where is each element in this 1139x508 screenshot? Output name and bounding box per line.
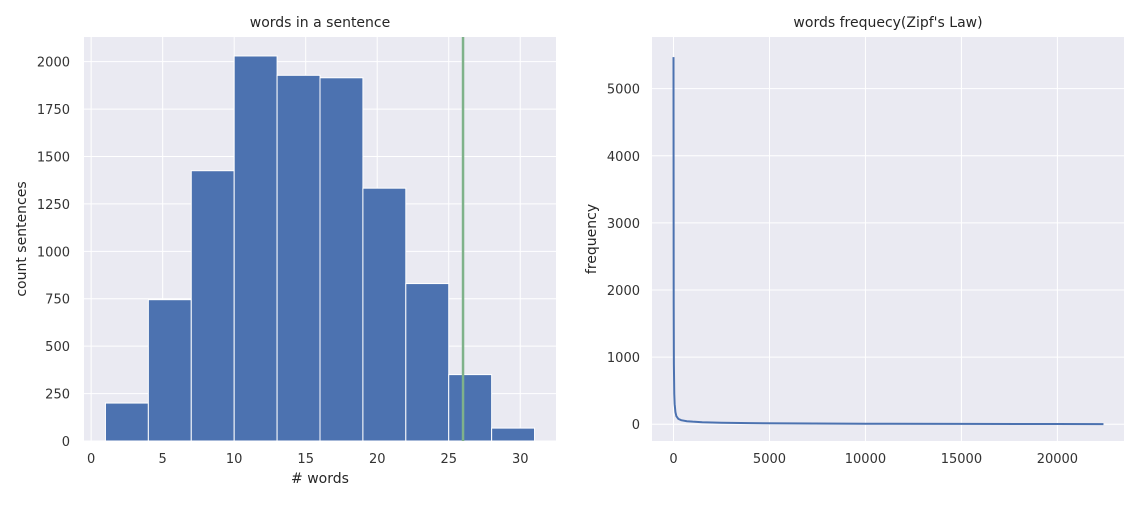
- x-tick-label: 5000: [753, 452, 786, 467]
- x-tick-label: 15: [297, 452, 314, 467]
- zipf-y-ticks: 0 1000 2000 3000 4000 5000: [607, 83, 640, 434]
- x-tick-label: 10000: [845, 452, 886, 467]
- zipf-gridlines: [652, 37, 1124, 441]
- zipf-title: words frequecy(Zipf's Law): [793, 15, 982, 31]
- histogram-x-ticks: 0 5 10 15 20 25 30: [87, 452, 529, 467]
- x-tick-label: 20000: [1037, 452, 1078, 467]
- histogram-bar: [448, 374, 493, 442]
- y-tick-label: 0: [62, 435, 70, 450]
- y-tick-label: 4000: [607, 150, 640, 165]
- histogram-bar: [319, 77, 364, 442]
- histogram-bar: [190, 170, 235, 442]
- x-tick-label: 20: [369, 452, 386, 467]
- y-tick-label: 750: [45, 293, 70, 308]
- histogram-bars: [104, 55, 536, 442]
- y-tick-label: 2000: [37, 56, 70, 71]
- zipf-x-ticks: 0 5000 10000 15000 20000: [669, 452, 1078, 467]
- histogram-bar: [362, 187, 407, 442]
- y-tick-label: 1000: [37, 245, 70, 260]
- zipf-plot-area: [652, 37, 1124, 441]
- histogram-bar: [104, 402, 149, 442]
- zipf-frequency-line: [672, 57, 1104, 426]
- x-tick-label: 0: [669, 452, 677, 467]
- histogram-title: words in a sentence: [250, 15, 390, 31]
- y-tick-label: 5000: [607, 83, 640, 98]
- x-tick-label: 0: [87, 452, 95, 467]
- x-tick-label: 30: [512, 452, 529, 467]
- y-tick-label: 1750: [37, 103, 70, 118]
- y-tick-label: 500: [45, 340, 70, 355]
- y-tick-label: 3000: [607, 217, 640, 232]
- histogram-chart: 0 5 10 15 20 25 30 0 250 500 750 1000 1250 1500 1750 2…: [14, 15, 556, 487]
- y-tick-label: 1000: [607, 351, 640, 366]
- histogram-x-label: # words: [291, 471, 349, 487]
- histogram-bar: [147, 299, 192, 442]
- histogram-bar: [491, 427, 536, 442]
- y-tick-label: 2000: [607, 284, 640, 299]
- histogram-y-ticks: 0 250 500 750 1000 1250 1500 1750 2000: [37, 56, 70, 450]
- y-tick-label: 1500: [37, 150, 70, 165]
- x-tick-label: 25: [440, 452, 457, 467]
- histogram-y-label: count sentences: [14, 181, 30, 296]
- x-tick-label: 5: [159, 452, 167, 467]
- x-tick-label: 10: [226, 452, 243, 467]
- x-tick-label: 15000: [941, 452, 982, 467]
- zipf-y-label: frequency: [584, 204, 600, 274]
- histogram-bar: [276, 74, 321, 442]
- y-tick-label: 250: [45, 388, 70, 403]
- histogram-bar: [233, 55, 278, 442]
- zipf-chart: 0 5000 10000 15000 20000 0 1000 2000 3000 4000 50…: [584, 15, 1124, 467]
- histogram-bar: [405, 283, 450, 442]
- y-tick-label: 1250: [37, 198, 70, 213]
- y-tick-label: 0: [632, 418, 640, 433]
